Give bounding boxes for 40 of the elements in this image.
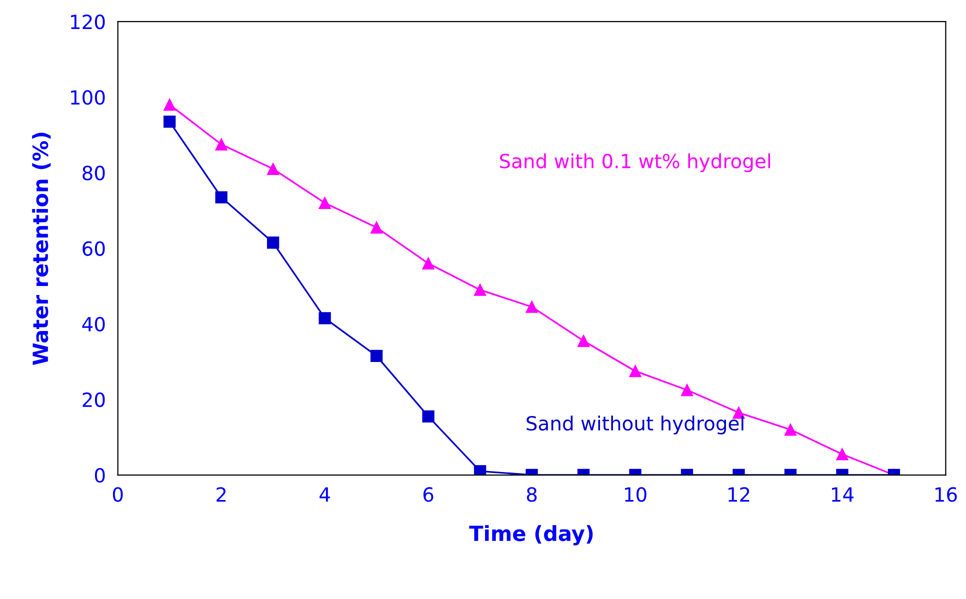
y-tick-label: 80: [82, 166, 105, 180]
y-tick-label: 60: [82, 241, 105, 256]
point: [215, 138, 228, 150]
point: [784, 424, 797, 436]
y-axis-title: Water retention (%): [32, 132, 51, 365]
point: [267, 162, 280, 176]
point: [267, 236, 280, 249]
point: [526, 300, 538, 313]
point: [474, 284, 486, 296]
point: [370, 350, 383, 362]
point: [836, 448, 848, 460]
point: [164, 116, 176, 128]
x-tick-label: 14: [832, 487, 854, 502]
x-tick-label: 0: [112, 487, 123, 502]
point: [474, 465, 486, 476]
point: [164, 98, 176, 111]
point: [577, 334, 590, 347]
y-tick-label: 0: [94, 468, 105, 483]
point: [215, 191, 228, 204]
y-tick-label: 100: [71, 90, 105, 105]
x-axis-title: Time (day): [469, 525, 593, 546]
x-tick-label: 16: [935, 487, 957, 502]
x-tick-label: 8: [526, 487, 537, 502]
series-label: Sand without hydrogel: [526, 416, 744, 434]
text: Sand with 0.1 wt% hydrogel: [500, 153, 770, 172]
x-tick-label: 12: [728, 487, 750, 502]
x-tick-label: 6: [423, 487, 434, 502]
x-tick-label: 10: [625, 487, 646, 502]
y-tick-label: 40: [82, 316, 105, 332]
point: [370, 221, 383, 234]
point: [422, 257, 434, 270]
y-tick-label: 120: [71, 14, 105, 30]
point: [318, 312, 331, 324]
x-tick-label: 4: [320, 487, 330, 502]
point: [629, 365, 642, 378]
point: [680, 384, 694, 396]
point: [318, 196, 331, 210]
y-tick-label: 20: [82, 392, 105, 408]
x-tick-label: 2: [216, 487, 226, 502]
point: [422, 410, 434, 423]
